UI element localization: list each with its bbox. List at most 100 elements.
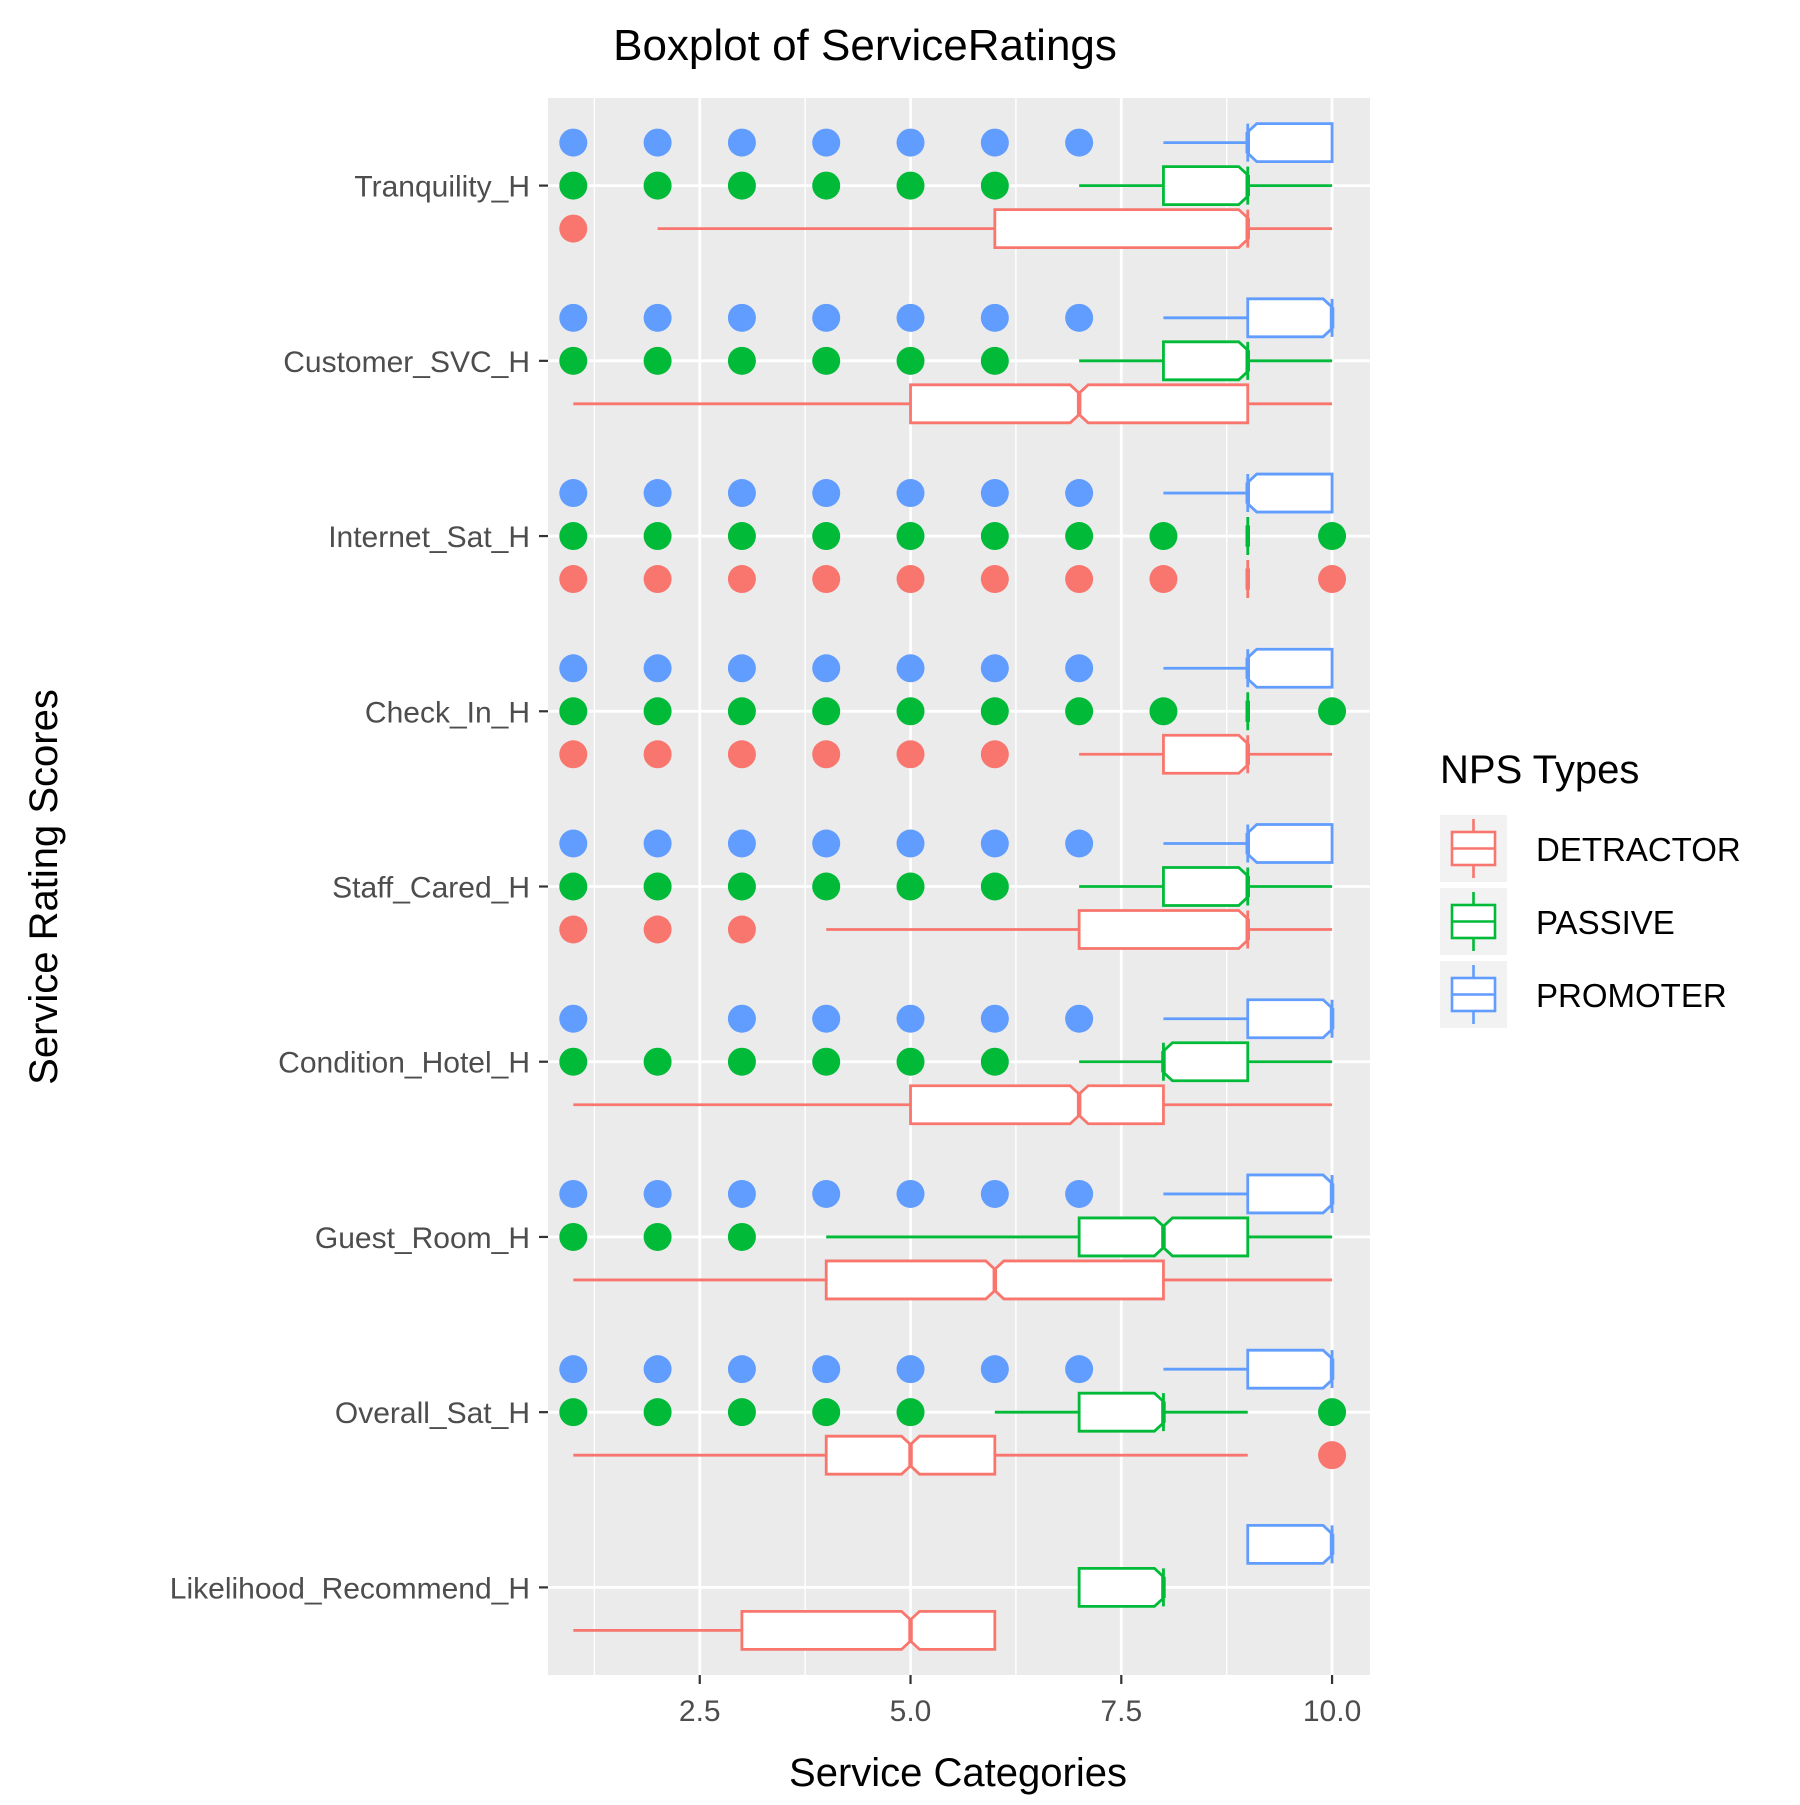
outlier-point: [896, 740, 925, 769]
outlier-point: [1318, 522, 1347, 551]
boxplot-passive: [559, 1041, 1333, 1083]
outlier-point: [559, 1047, 588, 1076]
outlier-point: [559, 128, 588, 157]
outlier-point: [727, 872, 756, 901]
outlier-point: [812, 697, 841, 726]
boxplot-promoter: [559, 647, 1334, 689]
y-tick-label: Staff_Cared_H: [332, 872, 530, 905]
outlier-point: [980, 872, 1009, 901]
legend-label: PASSIVE: [1536, 904, 1675, 941]
outlier-point: [1318, 565, 1347, 594]
outlier-point: [643, 740, 672, 769]
outlier-point: [980, 303, 1009, 332]
outlier-point: [812, 872, 841, 901]
outlier-point: [727, 915, 756, 944]
outlier-point: [812, 1047, 841, 1076]
outlier-point: [980, 697, 1009, 726]
outlier-point: [559, 479, 588, 508]
box: [1246, 297, 1334, 339]
x-tick-label: 10.0: [1303, 1695, 1361, 1728]
x-axis-title: Service Categories: [789, 1751, 1127, 1795]
outlier-point: [812, 654, 841, 683]
y-tick-label: Check_In_H: [365, 696, 530, 729]
box: [740, 1609, 997, 1651]
box: [1246, 122, 1334, 164]
outlier-point: [559, 565, 588, 594]
outlier-point: [643, 522, 672, 551]
outlier-point: [559, 915, 588, 944]
outlier-point: [812, 522, 841, 551]
outlier-point: [643, 128, 672, 157]
outlier-point: [980, 829, 1009, 858]
outlier-point: [1065, 479, 1094, 508]
x-axis: 2.5 5.0 7.5 10.0: [679, 1675, 1361, 1728]
outlier-point: [980, 171, 1009, 200]
outlier-point: [812, 303, 841, 332]
boxplot-passive: [559, 866, 1333, 907]
boxplot-passive: [559, 1391, 1347, 1433]
outlier-point: [1318, 1441, 1347, 1470]
boxplot-passive: [559, 340, 1333, 382]
box: [1246, 647, 1334, 689]
outlier-point: [643, 346, 672, 375]
boxplot-promoter: [559, 1348, 1335, 1390]
legend-label: PROMOTER: [1536, 977, 1727, 1014]
outlier-point: [980, 565, 1009, 594]
box: [1077, 909, 1250, 950]
boxplot-promoter: [559, 472, 1334, 514]
outlier-point: [1065, 1355, 1094, 1384]
boxplot-detractor: [573, 383, 1333, 425]
y-tick-label: Likelihood_Recommend_H: [170, 1572, 530, 1605]
outlier-point: [980, 479, 1009, 508]
boxplot-passive: [559, 692, 1347, 731]
outlier-point: [1149, 697, 1178, 726]
outlier-point: [727, 1222, 756, 1251]
y-axis-title: Service Rating Scores: [22, 689, 66, 1085]
boxplot-promoter: [559, 823, 1334, 864]
x-tick-label: 2.5: [679, 1695, 721, 1728]
outlier-point: [559, 654, 588, 683]
y-tick-label: Customer_SVC_H: [283, 346, 530, 379]
outlier-point: [727, 522, 756, 551]
outlier-point: [896, 697, 925, 726]
legend-key-detractor: [1440, 815, 1507, 882]
box: [1246, 823, 1334, 864]
legend-key-passive: [1440, 888, 1507, 955]
outlier-point: [643, 171, 672, 200]
boxplot-promoter: [559, 297, 1335, 339]
box: [1077, 1566, 1165, 1608]
outlier-point: [896, 829, 925, 858]
box: [1246, 472, 1334, 514]
outlier-point: [812, 829, 841, 858]
outlier-point: [980, 1004, 1009, 1033]
outlier-point: [812, 479, 841, 508]
legend: NPS Types DETRACTOR PASSIVE PROMOTER: [1440, 748, 1741, 1028]
boxplot-detractor: [573, 1434, 1347, 1476]
outlier-point: [643, 829, 672, 858]
outlier-point: [896, 565, 925, 594]
y-tick-label: Internet_Sat_H: [328, 521, 530, 554]
outlier-point: [643, 654, 672, 683]
boxplot-detractor: [573, 1609, 997, 1651]
outlier-point: [812, 1355, 841, 1384]
outlier-point: [643, 1398, 672, 1427]
outlier-point: [980, 1179, 1009, 1208]
box: [1162, 1041, 1250, 1083]
outlier-point: [1065, 697, 1094, 726]
outlier-point: [559, 303, 588, 332]
outlier-point: [643, 697, 672, 726]
outlier-point: [727, 740, 756, 769]
outlier-point: [896, 1179, 925, 1208]
outlier-point: [643, 303, 672, 332]
box: [1077, 1391, 1165, 1433]
boxplot-passive: [559, 165, 1333, 207]
boxplot-detractor: [559, 560, 1347, 599]
outlier-point: [980, 1355, 1009, 1384]
outlier-point: [896, 1398, 925, 1427]
outlier-point: [727, 829, 756, 858]
outlier-point: [559, 171, 588, 200]
outlier-point: [559, 1179, 588, 1208]
outlier-point: [643, 872, 672, 901]
outlier-point: [812, 1004, 841, 1033]
outlier-point: [727, 654, 756, 683]
